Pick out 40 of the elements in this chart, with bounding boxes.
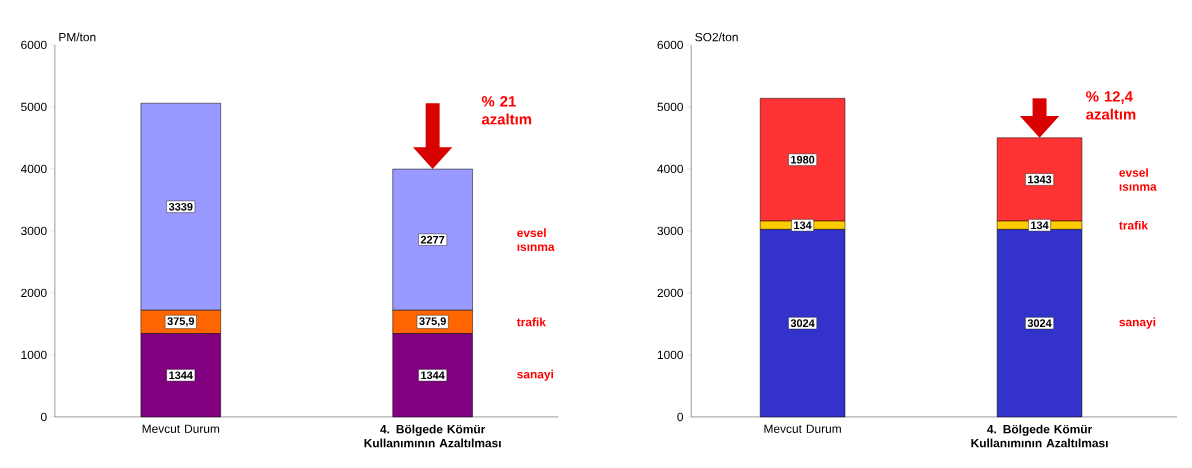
data-label: 375,9 xyxy=(419,317,446,327)
y-tick-label: 6000 xyxy=(21,40,47,50)
y-tick-label: 2000 xyxy=(657,288,684,298)
y-tick-label: 4000 xyxy=(20,164,47,174)
data-label: 3024 xyxy=(1027,319,1052,328)
annotation: % 12,4 azaltım xyxy=(1086,91,1136,120)
text: sanayi xyxy=(517,369,554,381)
y-tick-label: 3000 xyxy=(21,226,47,236)
data-label: 1344 xyxy=(421,371,445,380)
data-label: 3339 xyxy=(168,202,193,211)
y-axis-title: PM/ton xyxy=(59,32,96,42)
text: trafik xyxy=(516,317,546,327)
y-axis-title: SO2/ton xyxy=(695,32,738,42)
data-label: 2277 xyxy=(420,235,445,244)
y-tick-label: 0 xyxy=(677,412,684,422)
data-label: 3024 xyxy=(790,319,815,328)
y-tick-label: 5000 xyxy=(21,102,47,112)
text: evsel ısınma xyxy=(517,228,555,252)
y-tick-label: 6000 xyxy=(657,40,684,50)
y-tick-label: 3000 xyxy=(657,226,684,236)
text: evsel ısınma xyxy=(1119,168,1157,191)
data-label: 1343 xyxy=(1028,175,1052,184)
annotation: % 21 azaltım xyxy=(481,96,532,125)
y-tick-label: 1000 xyxy=(21,350,47,360)
y-tick-label: 1000 xyxy=(657,350,684,360)
data-label: 375,9 xyxy=(167,317,195,327)
x-tick-label: Mevcut Durum xyxy=(142,424,220,434)
x-tick-label: 4. Bölgede Kömür Kullanımının Azaltılması xyxy=(971,424,1108,448)
y-tick-label: 0 xyxy=(40,412,47,422)
y-tick-label: 4000 xyxy=(657,164,684,174)
data-label: 134 xyxy=(1031,221,1049,230)
y-tick-label: 2000 xyxy=(21,288,47,298)
data-label: 1344 xyxy=(169,371,193,380)
x-tick-label: Mevcut Durum xyxy=(764,424,841,434)
y-tick-label: 5000 xyxy=(657,102,684,112)
text: trafik xyxy=(1119,220,1149,230)
x-tick-label: 4. Bölgede Kömür Kullanımının Azaltılması xyxy=(364,424,501,448)
data-label: 1980 xyxy=(791,155,815,164)
text: sanayi xyxy=(1119,317,1156,329)
data-label: 134 xyxy=(794,221,812,230)
